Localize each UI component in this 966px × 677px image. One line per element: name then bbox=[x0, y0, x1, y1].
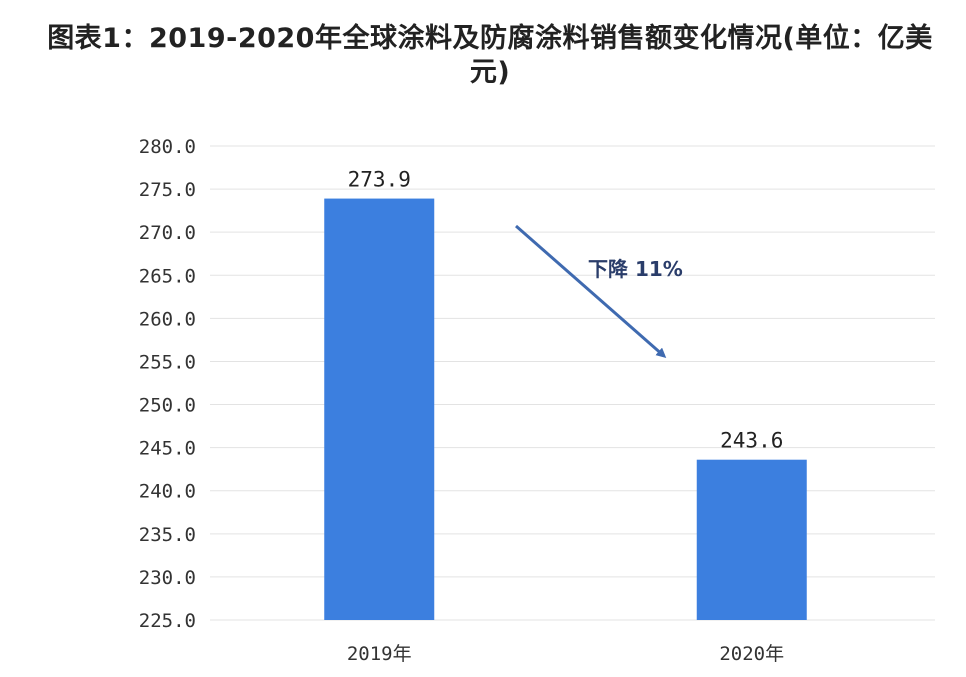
annotation: 下降 11% bbox=[515, 224, 683, 358]
decrease-annotation: 下降 11% bbox=[588, 257, 683, 281]
y-tick-label: 245.0 bbox=[139, 438, 196, 460]
y-tick-label: 255.0 bbox=[139, 351, 196, 373]
chart-title: 图表1：2019-2020年全球涂料及防腐涂料销售额变化情况(单位：亿美元) bbox=[47, 23, 933, 88]
y-tick-label: 275.0 bbox=[139, 179, 196, 201]
y-tick-label: 265.0 bbox=[139, 265, 196, 287]
category-label-1: 2019年 bbox=[347, 643, 412, 665]
bar-2 bbox=[696, 459, 807, 620]
y-tick-label: 240.0 bbox=[139, 481, 196, 503]
y-tick-label: 225.0 bbox=[139, 610, 196, 632]
bar-1 bbox=[324, 198, 435, 620]
y-tick-label: 260.0 bbox=[139, 308, 196, 330]
x-axis-categories: 2019年 2020年 bbox=[347, 643, 784, 665]
category-label-2: 2020年 bbox=[719, 643, 784, 665]
data-label-2: 243.6 bbox=[720, 429, 783, 453]
data-labels: 273.9 243.6 bbox=[348, 168, 784, 453]
y-tick-label: 250.0 bbox=[139, 395, 196, 417]
y-axis-ticks: 280.0 275.0 270.0 265.0 260.0 255.0 250.0 245.0… bbox=[139, 136, 196, 632]
y-tick-label: 270.0 bbox=[139, 222, 196, 244]
decrease-arrow bbox=[515, 224, 667, 358]
y-tick-label: 235.0 bbox=[139, 524, 196, 546]
y-tick-label: 280.0 bbox=[139, 136, 196, 158]
gridlines bbox=[210, 145, 935, 621]
data-label-1: 273.9 bbox=[348, 168, 411, 192]
bars bbox=[324, 198, 807, 620]
y-tick-label: 230.0 bbox=[139, 567, 196, 589]
